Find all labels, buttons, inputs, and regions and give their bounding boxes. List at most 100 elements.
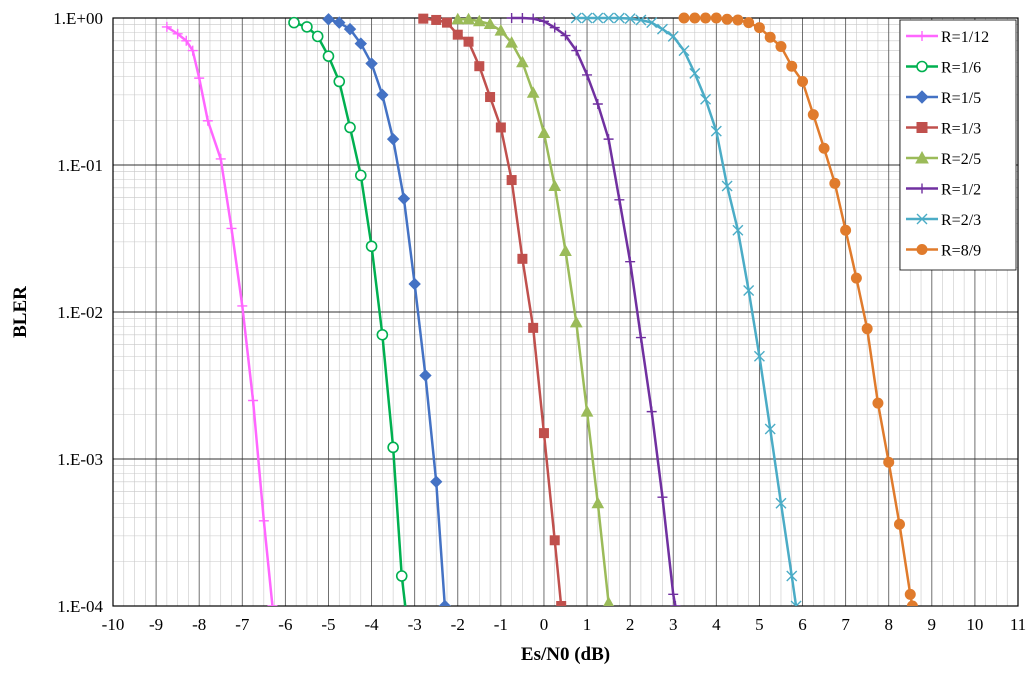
- series-R=1/2: [506, 13, 681, 606]
- data-point: [526, 86, 540, 98]
- data-point: [646, 406, 657, 417]
- data-point: [538, 16, 549, 27]
- data-point: [494, 24, 508, 36]
- data-point: [395, 570, 408, 582]
- data-point: [537, 126, 551, 139]
- legend-item: R=1/3: [906, 121, 981, 138]
- data-point: [386, 132, 400, 146]
- data-point: [916, 244, 928, 255]
- legend-item: R=2/3: [906, 212, 981, 229]
- series-line: [457, 18, 611, 606]
- data-point: [365, 57, 378, 70]
- data-point: [516, 55, 529, 68]
- data-point: [764, 31, 776, 43]
- data-point: [635, 14, 647, 26]
- x-tick-label: 3: [669, 615, 678, 634]
- data-point: [237, 300, 248, 311]
- x-tick-label: -7: [235, 615, 250, 634]
- series-layer: [161, 12, 918, 606]
- x-tick-label: 2: [626, 615, 635, 634]
- data-point: [301, 21, 313, 33]
- x-tick-label: 9: [928, 615, 937, 634]
- y-axis-title: BLER: [10, 286, 31, 338]
- data-point: [161, 21, 172, 32]
- data-point: [559, 244, 572, 256]
- data-point: [549, 535, 560, 546]
- legend-label: R=1/12: [941, 29, 989, 46]
- legend-item: R=1/6: [906, 60, 981, 77]
- series-R=8/9: [678, 12, 918, 606]
- data-point: [441, 17, 452, 28]
- data-point: [387, 441, 399, 454]
- data-point: [376, 328, 389, 341]
- data-point: [689, 67, 701, 79]
- data-point: [538, 428, 549, 439]
- x-axis-ticks: -10 -9 -8 -7 -6 -5 -4 -3 -2 -1 0 1 2 3 4 5 6 7 8 9 10 11: [102, 615, 1027, 634]
- data-point: [603, 596, 614, 606]
- data-point: [226, 223, 237, 234]
- x-tick-label: -1: [494, 615, 508, 634]
- data-point: [732, 224, 744, 236]
- series-R=1/6: [288, 16, 408, 606]
- legend-item: R=1/2: [906, 182, 981, 199]
- data-point: [462, 12, 475, 25]
- data-point: [786, 570, 798, 582]
- x-tick-label: -5: [321, 615, 335, 634]
- data-point: [549, 22, 560, 33]
- legend-label: R=1/5: [941, 90, 981, 107]
- data-point: [764, 423, 776, 435]
- legend-label: R=2/5: [941, 151, 981, 168]
- x-tick-label: 10: [966, 615, 983, 634]
- data-point: [904, 588, 916, 600]
- data-point: [288, 16, 300, 29]
- x-tick-label: 0: [540, 615, 549, 634]
- data-point: [517, 13, 528, 23]
- data-point: [614, 194, 625, 205]
- data-point: [181, 35, 192, 46]
- data-point: [592, 12, 604, 24]
- data-point: [343, 22, 357, 36]
- legend-box: [899, 19, 1017, 271]
- x-tick-label: -10: [102, 615, 125, 634]
- y-tick-label: 1.E-01: [57, 156, 103, 175]
- data-point: [172, 28, 183, 39]
- data-point: [483, 17, 497, 30]
- data-point: [732, 14, 744, 26]
- series-line: [576, 16, 798, 606]
- data-point: [657, 492, 668, 503]
- data-point: [635, 332, 646, 343]
- data-point: [506, 13, 517, 23]
- x-tick-label: 5: [755, 615, 764, 634]
- data-point: [430, 475, 443, 488]
- data-point: [194, 73, 205, 84]
- legend-label: R=1/3: [941, 121, 981, 138]
- data-point: [215, 153, 226, 164]
- data-point: [528, 13, 539, 24]
- legend-label: R=2/3: [941, 212, 981, 229]
- data-point: [267, 601, 278, 606]
- y-tick-label: 1.E+00: [53, 9, 103, 28]
- data-point: [710, 12, 722, 24]
- legend-label: R=8/9: [941, 243, 981, 260]
- data-point: [582, 69, 593, 80]
- data-point: [850, 272, 862, 284]
- series-R=1/12: [161, 21, 278, 606]
- data-point: [753, 350, 765, 362]
- data-point: [775, 40, 787, 52]
- data-point: [625, 256, 636, 267]
- y-tick-label: 1.E-03: [57, 450, 103, 469]
- data-point: [354, 37, 368, 50]
- data-point: [495, 122, 506, 133]
- data-point: [797, 75, 809, 87]
- data-point: [248, 395, 259, 406]
- data-point: [872, 397, 884, 409]
- data-point: [603, 134, 614, 145]
- series-R=1/5: [322, 13, 452, 606]
- data-point: [624, 13, 636, 25]
- data-point: [790, 600, 802, 606]
- data-point: [311, 30, 324, 43]
- data-point: [710, 125, 722, 137]
- data-point: [322, 50, 335, 62]
- x-axis-title: Es/N0 (dB): [521, 644, 610, 665]
